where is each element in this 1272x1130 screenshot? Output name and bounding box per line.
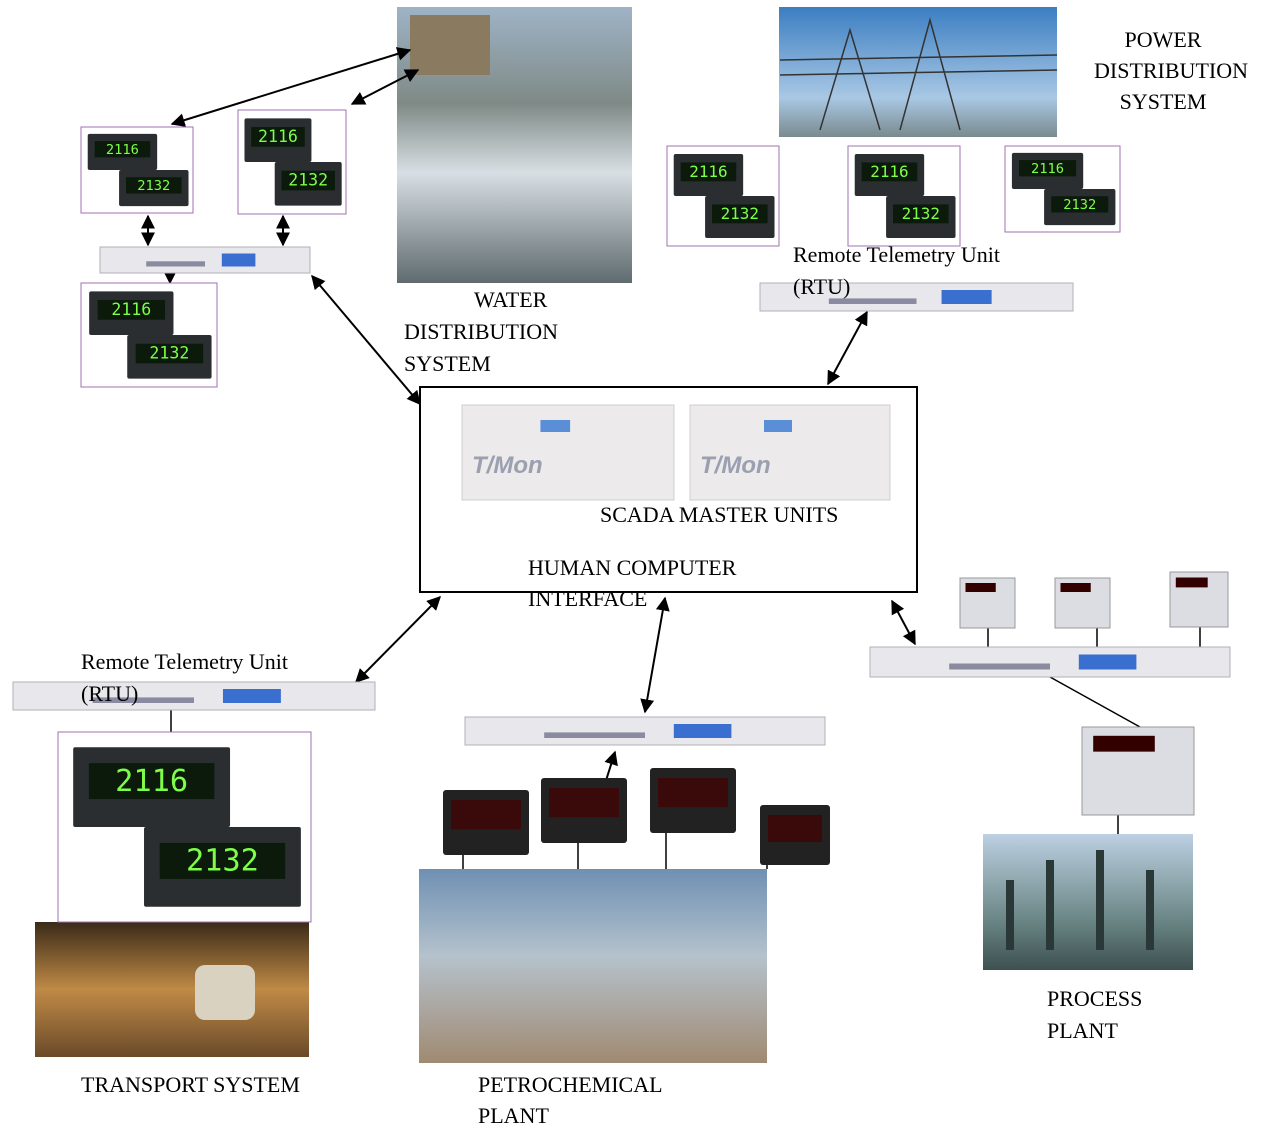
- temp-display: [451, 800, 521, 829]
- page: {"labels": { "power": ["POWER", "DISTRIB…: [0, 0, 1272, 1130]
- controller-readout: 2116: [106, 142, 139, 158]
- label: PROCESS: [1047, 986, 1142, 1011]
- label: SYSTEM: [404, 351, 491, 376]
- srs-display: [1061, 583, 1091, 592]
- label: SYSTEM: [1120, 89, 1207, 114]
- arrow: [356, 597, 440, 682]
- controller-readout: 2116: [870, 162, 908, 181]
- controller-readout: 2132: [1063, 197, 1096, 213]
- rtu-ports: [544, 732, 645, 738]
- controller-readout: 2116: [115, 764, 188, 799]
- rtu: [13, 682, 375, 710]
- controller-readout: 2132: [902, 204, 940, 223]
- master-display: [764, 420, 792, 432]
- controller-readout: 2132: [186, 844, 259, 879]
- rtu-ports: [949, 664, 1050, 670]
- label: SCADA MASTER UNITS: [600, 502, 838, 527]
- temp-display: [658, 778, 728, 807]
- label: DISTRIBUTION: [1094, 58, 1248, 83]
- water-building: [410, 15, 490, 75]
- rtu-display: [942, 290, 992, 304]
- controller-readout: 2116: [258, 127, 298, 146]
- train: [195, 965, 255, 1020]
- controller-readout: 2132: [137, 178, 170, 194]
- temp-display: [549, 788, 619, 817]
- label: DISTRIBUTION: [404, 319, 558, 344]
- arrow: [892, 601, 915, 644]
- label: TRANSPORT SYSTEM: [81, 1072, 300, 1097]
- arrow: [828, 312, 867, 384]
- label: POWER: [1125, 27, 1202, 52]
- rtu: [100, 247, 310, 273]
- master-brand: T/Mon: [472, 452, 543, 479]
- rtu-ports: [146, 261, 205, 266]
- label: PETROCHEMICAL: [478, 1072, 663, 1097]
- rtu-ports: [829, 298, 917, 304]
- srs-display: [1176, 578, 1208, 588]
- srs-display: [1093, 736, 1155, 752]
- rtu: [870, 647, 1230, 677]
- rtu-display: [222, 254, 256, 267]
- rtu: [465, 717, 825, 745]
- controller-readout: 2116: [1031, 161, 1064, 177]
- controller-readout: 2116: [689, 162, 727, 181]
- label: PLANT: [1047, 1018, 1118, 1043]
- temp-display: [768, 815, 822, 842]
- petrochemical-photo: [419, 869, 767, 1063]
- label: WATER: [474, 287, 548, 312]
- label: Remote Telemetry Unit: [81, 649, 288, 674]
- controller-readout: 2132: [149, 344, 189, 363]
- rtu-display: [223, 689, 281, 703]
- arrow: [645, 598, 665, 712]
- master-display: [540, 420, 570, 432]
- label: INTERFACE: [528, 586, 647, 611]
- label: Remote Telemetry Unit: [793, 242, 1000, 267]
- scada-diagram: 2116 2132 2116 2132 2116 2132 2116 2132 2116 2132…: [0, 0, 1272, 1130]
- process-photo: [983, 834, 1193, 970]
- controller-readout: 2132: [288, 171, 328, 190]
- label: (RTU): [793, 274, 850, 299]
- label: PLANT: [478, 1103, 549, 1128]
- master-brand: T/Mon: [700, 452, 771, 479]
- controller-readout: 2116: [111, 300, 151, 319]
- label: (RTU): [81, 681, 138, 706]
- transport-photo: [35, 922, 309, 1057]
- rtu-display: [674, 724, 732, 738]
- label: HUMAN COMPUTER: [528, 555, 737, 580]
- srs-display: [966, 583, 996, 592]
- rtu-display: [1079, 655, 1137, 670]
- controller-readout: 2132: [721, 204, 759, 223]
